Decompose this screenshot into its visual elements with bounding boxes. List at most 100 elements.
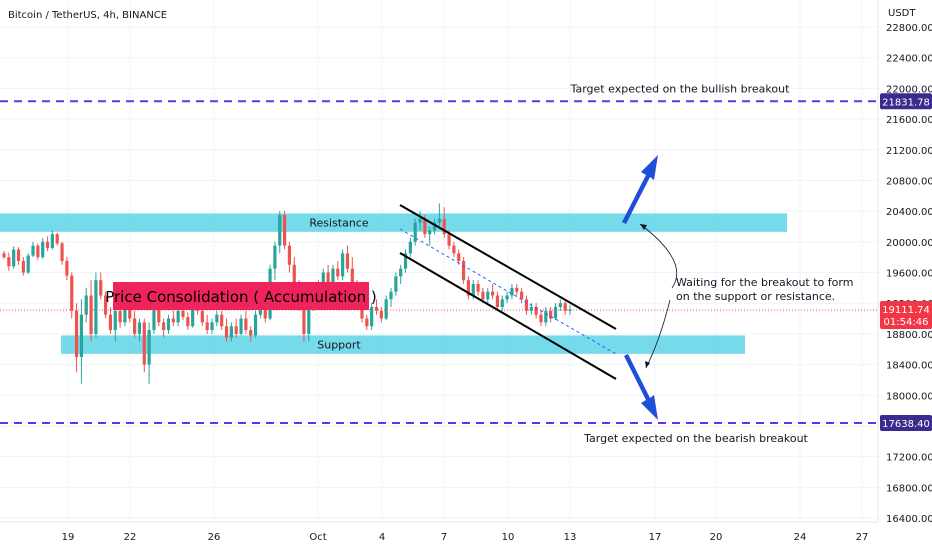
candle-body xyxy=(341,253,345,277)
x-tick-label: Oct xyxy=(309,532,326,543)
y-tick-label: 17200.00 xyxy=(886,453,932,464)
price-tag-label: 17638.40 xyxy=(882,419,930,430)
chart-title: Bitcoin / TetherUS, 4h, BINANCE xyxy=(8,10,168,21)
x-tick-label: 17 xyxy=(649,532,662,543)
candle-body xyxy=(186,316,190,327)
target-label-bullish: Target expected on the bullish breakout xyxy=(570,82,790,95)
candle-body xyxy=(157,303,161,323)
pointer-line-top xyxy=(639,223,678,289)
x-tick-label: 4 xyxy=(379,532,385,543)
candle-body xyxy=(563,303,567,311)
y-tick-label: 22000.00 xyxy=(886,84,932,95)
candle-body xyxy=(423,218,427,235)
candle-body xyxy=(16,249,21,261)
candle-body xyxy=(36,245,40,258)
candle-body xyxy=(437,218,441,223)
candle-body xyxy=(229,326,233,338)
candle-body xyxy=(249,330,253,336)
candle-body xyxy=(181,310,185,317)
candle-body xyxy=(418,218,422,223)
candle-body xyxy=(84,295,88,315)
candle-body xyxy=(133,318,137,334)
zone-resistance xyxy=(0,213,787,232)
y-tick-label: 16400.00 xyxy=(886,514,932,525)
candle-body xyxy=(389,291,393,300)
candle-body xyxy=(471,284,475,296)
candle-body xyxy=(200,310,204,323)
candle-body xyxy=(21,260,25,273)
x-tick-label: 20 xyxy=(710,532,723,543)
y-tick-label: 20000.00 xyxy=(886,238,932,249)
candle-body xyxy=(428,230,432,235)
candle-body xyxy=(432,222,437,231)
y-tick-label: 18800.00 xyxy=(886,330,932,341)
candle-body xyxy=(258,307,262,315)
candle-body xyxy=(529,307,533,311)
candle-body xyxy=(442,218,446,235)
pointer-arrowhead-bottom xyxy=(645,361,650,368)
candle-body xyxy=(500,299,504,308)
candle-body xyxy=(147,330,151,365)
candle-body xyxy=(166,318,171,331)
candle-body xyxy=(108,314,113,331)
candle-body xyxy=(495,295,500,308)
candle-body xyxy=(113,310,117,331)
y-tick-label: 20800.00 xyxy=(886,176,932,187)
price-tag-bg xyxy=(880,414,932,431)
candle-body xyxy=(486,291,490,300)
candle-body xyxy=(220,314,224,327)
waiting-label-line1: Waiting for the breakout to form xyxy=(676,276,853,289)
candle-body xyxy=(292,264,296,288)
zone-label-support: Support xyxy=(317,339,361,352)
candle-body xyxy=(79,314,84,357)
candle-body xyxy=(26,255,30,273)
candle-body xyxy=(408,241,412,254)
candle-body xyxy=(205,322,209,331)
candle-body xyxy=(403,253,408,269)
candle-body xyxy=(452,245,456,254)
last-price-tag-bg xyxy=(880,300,932,329)
candle-body xyxy=(7,257,11,267)
candle-body xyxy=(457,253,461,261)
x-tick-label: 24 xyxy=(794,532,807,543)
candle-body xyxy=(510,287,514,296)
channel-upper-line xyxy=(399,204,617,330)
candle-body xyxy=(273,245,277,269)
x-tick-label: 13 xyxy=(564,532,577,543)
candle-body xyxy=(413,222,417,242)
candle-body xyxy=(370,307,374,327)
candle-body xyxy=(558,303,562,308)
candle-body xyxy=(55,234,59,244)
candle-body xyxy=(345,253,350,269)
y-tick-label: 18000.00 xyxy=(886,391,932,402)
candle-body xyxy=(191,307,195,327)
candle-body xyxy=(350,268,354,285)
last-price-countdown: 01:54:46 xyxy=(884,317,929,328)
candle-body xyxy=(118,310,122,323)
candle-body xyxy=(234,326,238,334)
candle-body xyxy=(490,291,495,296)
candle-body xyxy=(307,299,311,334)
price-tag-label: 21831.78 xyxy=(882,97,930,108)
candle-body xyxy=(524,299,529,311)
candle-body xyxy=(466,280,471,296)
candle-body xyxy=(394,276,398,292)
candle-body xyxy=(505,295,509,300)
candle-body xyxy=(336,268,340,277)
candle-body xyxy=(553,307,558,319)
y-tick-label: 16800.00 xyxy=(886,483,932,494)
candle-body xyxy=(384,299,388,319)
y-tick-label: 19600.00 xyxy=(886,269,932,280)
candle-body xyxy=(89,295,93,334)
y-tick-label: 22800.00 xyxy=(886,23,932,34)
candle-body xyxy=(94,280,98,334)
candle-body xyxy=(374,307,379,311)
candle-body xyxy=(278,214,282,246)
candle-body xyxy=(302,303,306,334)
candle-body xyxy=(447,234,451,246)
candle-body xyxy=(476,284,480,292)
candle-body xyxy=(544,310,548,323)
